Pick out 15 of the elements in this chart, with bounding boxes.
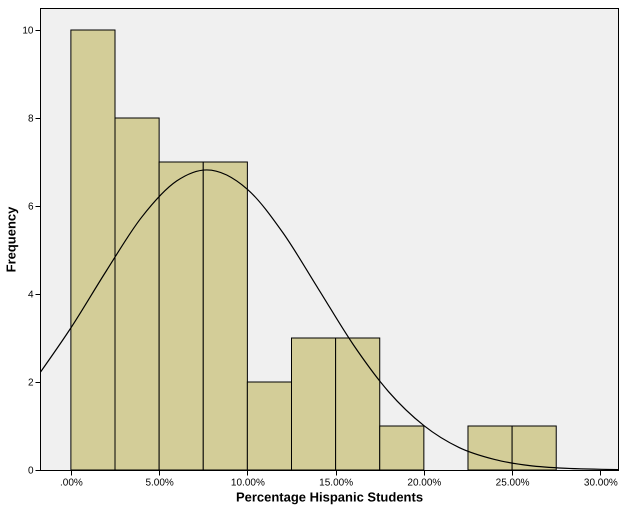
x-tick-label: 15.00% bbox=[319, 478, 354, 488]
x-tick-label: 5.00% bbox=[145, 478, 174, 488]
y-tick-label: 10 bbox=[22, 26, 34, 36]
y-tick-label: 8 bbox=[28, 114, 34, 124]
x-tick-label: 30.00% bbox=[584, 478, 618, 488]
x-tick-label: 10.00% bbox=[230, 478, 265, 488]
y-tick-label: 6 bbox=[28, 202, 34, 212]
x-axis-title: Percentage Hispanic Students bbox=[236, 490, 424, 504]
x-tick-label: 25.00% bbox=[496, 478, 530, 488]
y-tick-label: 2 bbox=[28, 378, 34, 388]
y-axis-title: Frequency bbox=[3, 206, 18, 272]
x-tick-label: 20.00% bbox=[407, 478, 442, 488]
y-tick-label: 4 bbox=[28, 290, 34, 300]
x-tick-label: .00% bbox=[60, 478, 83, 488]
y-tick-label: 0 bbox=[28, 466, 34, 476]
